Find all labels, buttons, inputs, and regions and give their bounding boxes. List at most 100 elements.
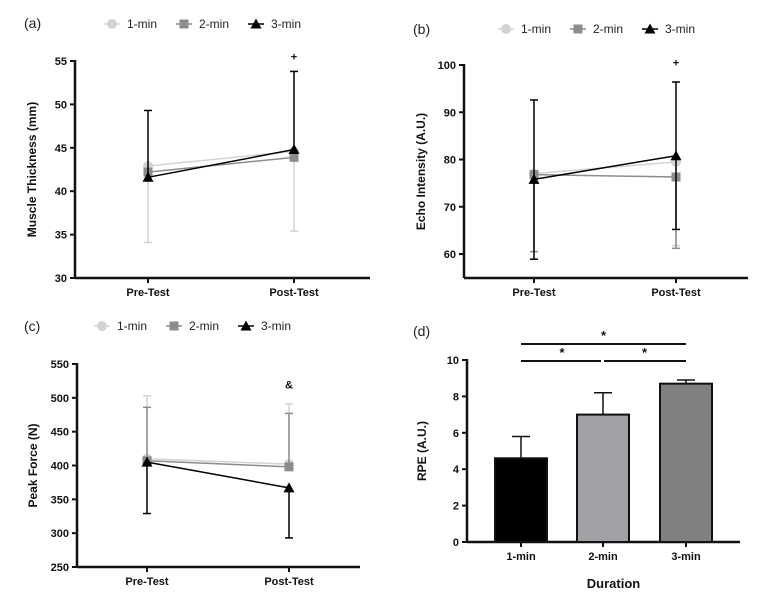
series-2-min — [529, 170, 681, 253]
y-tick-label: 4 — [453, 464, 460, 476]
y-tick-label: 250 — [51, 562, 69, 574]
x-tick-label: 2-min — [588, 551, 618, 563]
x-tick-label: Post-Test — [264, 576, 314, 588]
x-tick-label: Pre-Test — [125, 576, 169, 588]
y-tick-label: 80 — [444, 155, 456, 167]
y-axis-label: Muscle Thickness (mm) — [25, 102, 39, 237]
legend-item-2-min: 2-min — [166, 319, 219, 333]
legend-item-2-min: 2-min — [176, 17, 229, 31]
legend-label: 2-min — [199, 17, 229, 31]
legend-item-1-min: 1-min — [498, 22, 551, 36]
data-point — [141, 456, 153, 467]
data-point — [528, 173, 540, 184]
y-tick-label: 55 — [55, 56, 67, 68]
significance-marker: + — [291, 52, 297, 64]
legend-item-3-min: 3-min — [642, 22, 695, 36]
legend-label: 1-min — [521, 22, 551, 36]
triangle-icon — [250, 18, 262, 29]
y-tick-label: 400 — [51, 461, 69, 473]
series-line — [146, 460, 290, 468]
bar-1-min — [494, 457, 548, 543]
y-axis-label: Peak Force (N) — [26, 423, 40, 507]
y-tick-label: 2 — [453, 501, 459, 513]
y-axis-label: Echo Intensity (A.U.) — [414, 113, 428, 230]
panel-b: (b) 60 70 80 90 100 Pre-Test Post-Test Echo Inte… — [413, 21, 748, 299]
x-tick-label: 3-min — [671, 551, 701, 563]
legend-label: 2-min — [189, 319, 219, 333]
y-tick-label: 450 — [51, 427, 69, 439]
y-tick-label: 8 — [453, 391, 459, 403]
legend-label: 1-min — [127, 17, 157, 31]
legend-item-3-min: 3-min — [238, 319, 291, 333]
legend-label: 1-min — [117, 319, 147, 333]
y-tick-label: 500 — [51, 393, 69, 405]
legend-item-2-min: 2-min — [570, 22, 623, 36]
y-tick-label: 70 — [444, 202, 456, 214]
panel-label: (d) — [413, 323, 430, 339]
data-point — [284, 462, 294, 472]
series-line — [146, 457, 290, 465]
y-tick-label: 6 — [453, 428, 459, 440]
triangle-icon — [644, 23, 656, 34]
x-tick-label: Pre-Test — [512, 287, 556, 299]
series-3-min — [528, 81, 682, 260]
significance-marker: & — [285, 379, 293, 391]
data-point — [283, 482, 295, 493]
panel-label: (b) — [413, 21, 430, 37]
circle-icon — [501, 24, 511, 34]
y-tick-label: 45 — [55, 143, 67, 155]
panel-a: (a) 30 35 40 45 50 55 Pre-Test Post-Test Muscle T… — [24, 15, 370, 299]
x-tick-label: 1-min — [506, 551, 536, 563]
data-point — [288, 144, 300, 155]
y-tick-label: 90 — [444, 107, 456, 119]
x-tick-label: Post-Test — [651, 287, 701, 299]
y-tick-label: 10 — [447, 355, 459, 367]
series-line — [147, 148, 295, 179]
square-icon — [179, 19, 189, 29]
significance-marker: * — [559, 345, 565, 360]
y-tick-label: 60 — [444, 249, 456, 261]
data-point — [142, 171, 154, 182]
legend-item-1-min: 1-min — [94, 319, 147, 333]
series-line — [533, 154, 677, 181]
legend-item-1-min: 1-min — [104, 17, 157, 31]
y-tick-label: 300 — [51, 528, 69, 540]
square-icon — [169, 321, 179, 331]
y-tick-label: 30 — [55, 273, 67, 285]
triangle-icon — [240, 320, 252, 331]
y-tick-label: 550 — [51, 359, 69, 371]
circle-icon — [97, 321, 107, 331]
legend-item-3-min: 3-min — [248, 17, 301, 31]
y-tick-label: 35 — [55, 230, 67, 242]
panel-c: (c) 250 300 350 400 450 500 550 Pre-Test Post-Tes… — [24, 318, 360, 588]
y-tick-label: 100 — [438, 60, 456, 72]
series-line — [146, 461, 290, 489]
x-tick-label: Post-Test — [269, 287, 319, 299]
series-3-min — [142, 70, 300, 182]
series-1-min — [142, 395, 294, 470]
significance-marker: * — [601, 328, 607, 343]
series-1-min — [529, 156, 681, 253]
y-tick-label: 40 — [55, 186, 67, 198]
data-point — [670, 150, 682, 161]
y-tick-label: 0 — [453, 537, 459, 549]
legend-label: 3-min — [271, 17, 301, 31]
significance-marker: * — [642, 345, 648, 360]
x-axis-label: Duration — [587, 576, 641, 591]
series-1-min — [143, 146, 299, 244]
significance-marker: + — [673, 58, 679, 70]
series-line — [147, 156, 295, 173]
series-3-min — [141, 456, 295, 539]
data-point — [289, 152, 299, 162]
bar-3-min — [659, 382, 713, 543]
circle-icon — [107, 19, 117, 29]
panel-label: (c) — [24, 318, 40, 334]
bar-2-min — [576, 413, 630, 544]
square-icon — [573, 24, 583, 34]
y-axis-label: RPE (A.U.) — [415, 421, 429, 481]
y-tick-label: 350 — [51, 494, 69, 506]
legend-label: 2-min — [593, 22, 623, 36]
panel-d: (d) 0 2 4 6 8 10 1-min 2-min 3-min RPE (A.U.) Durat… — [413, 323, 740, 591]
x-tick-label: Pre-Test — [126, 287, 170, 299]
